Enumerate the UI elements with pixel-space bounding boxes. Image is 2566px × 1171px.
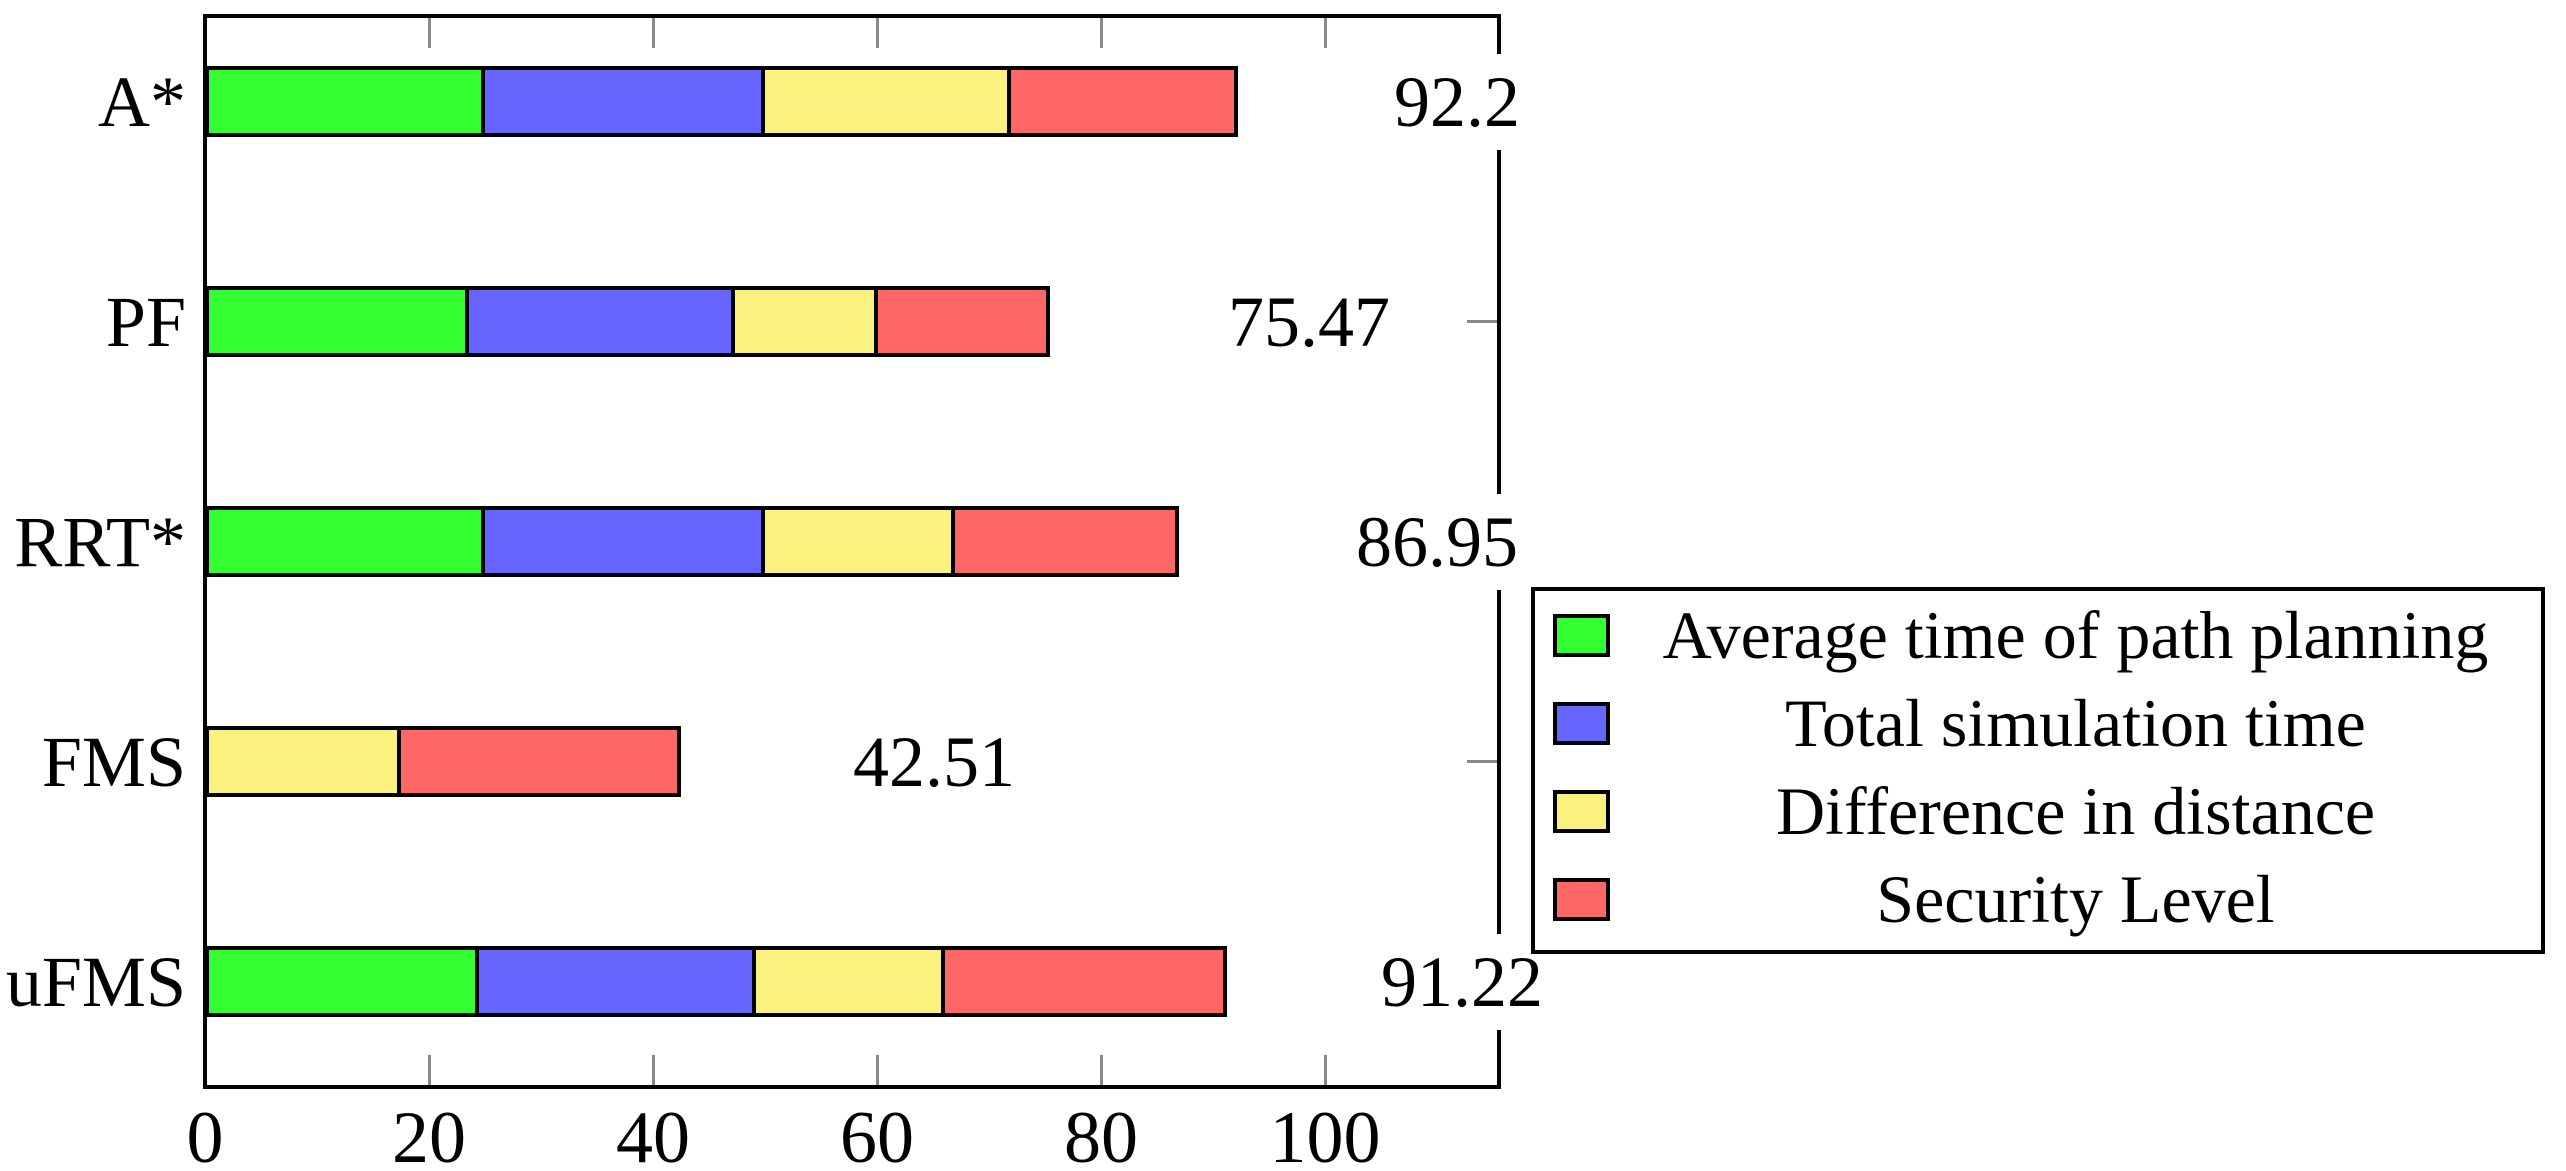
bar-segment-RRT-series3 xyxy=(951,506,1179,577)
bar-segment-uFMS-series1 xyxy=(475,946,756,1017)
legend-row: Security Level xyxy=(1535,855,2541,943)
legend-row: Average time of path planning xyxy=(1535,591,2541,679)
category-label: uFMS xyxy=(5,941,186,1022)
legend-label: Total simulation time xyxy=(1785,685,2366,761)
legend-row: Difference in distance xyxy=(1535,767,2541,855)
x-tick-label: 0 xyxy=(186,1097,224,1171)
bar-segment-FMS-series2 xyxy=(205,726,401,797)
total-value-label: 92.2 xyxy=(1380,53,1534,150)
x-tick-bottom xyxy=(1100,1055,1103,1085)
x-tick-label: 40 xyxy=(616,1097,690,1171)
x-tick-label: 60 xyxy=(840,1097,914,1171)
x-tick-top xyxy=(1100,18,1103,48)
x-tick-bottom xyxy=(1324,1055,1327,1085)
bar-segment-uFMS-series0 xyxy=(205,946,479,1017)
x-tick-bottom xyxy=(428,1055,431,1085)
x-tick-bottom xyxy=(652,1055,655,1085)
total-value-label: 42.51 xyxy=(839,713,1029,810)
bar-segment-RRT-series1 xyxy=(481,506,765,577)
legend: Average time of path planning Total simul… xyxy=(1531,587,2545,954)
category-label: PF xyxy=(105,281,186,362)
total-value-label: 86.95 xyxy=(1342,493,1532,590)
bar-segment-RRT-series2 xyxy=(761,506,955,577)
bar-segment-PF-series2 xyxy=(731,286,878,357)
x-tick-top xyxy=(652,18,655,48)
legend-swatch-icon xyxy=(1553,789,1610,833)
bar-segment-RRT-series0 xyxy=(205,506,485,577)
bar-segment-PF-series0 xyxy=(205,286,469,357)
legend-label: Security Level xyxy=(1876,861,2275,937)
bar-segment-PF-series1 xyxy=(465,286,735,357)
y-tick-right xyxy=(1467,320,1497,323)
legend-swatch-icon xyxy=(1553,877,1610,921)
bar-segment-A-series2 xyxy=(761,66,1011,137)
x-tick-label: 100 xyxy=(1269,1097,1381,1171)
total-value-label: 75.47 xyxy=(1214,273,1404,370)
bar-segment-A-series1 xyxy=(481,66,765,137)
bar-segment-A-series3 xyxy=(1007,66,1238,137)
legend-label: Average time of path planning xyxy=(1662,597,2489,673)
bar-segment-uFMS-series3 xyxy=(941,946,1227,1017)
x-tick-top xyxy=(876,18,879,48)
legend-swatch-icon xyxy=(1553,701,1610,745)
bar-segment-A-series0 xyxy=(205,66,485,137)
x-tick-top xyxy=(1324,18,1327,48)
category-label: RRT* xyxy=(14,501,186,582)
legend-swatch-icon xyxy=(1553,613,1610,657)
x-tick-bottom xyxy=(876,1055,879,1085)
legend-label: Difference in distance xyxy=(1775,773,2376,849)
x-tick-label: 20 xyxy=(392,1097,466,1171)
y-tick-right xyxy=(1467,760,1497,763)
bar-segment-FMS-series3 xyxy=(397,726,681,797)
bar-segment-uFMS-series2 xyxy=(752,946,945,1017)
total-value-label: 91.22 xyxy=(1367,933,1557,1030)
category-label: FMS xyxy=(41,721,186,802)
category-label: A* xyxy=(98,61,186,142)
x-tick-label: 80 xyxy=(1064,1097,1138,1171)
bar-segment-PF-series3 xyxy=(874,286,1050,357)
x-tick-top xyxy=(428,18,431,48)
legend-row: Total simulation time xyxy=(1535,679,2541,767)
